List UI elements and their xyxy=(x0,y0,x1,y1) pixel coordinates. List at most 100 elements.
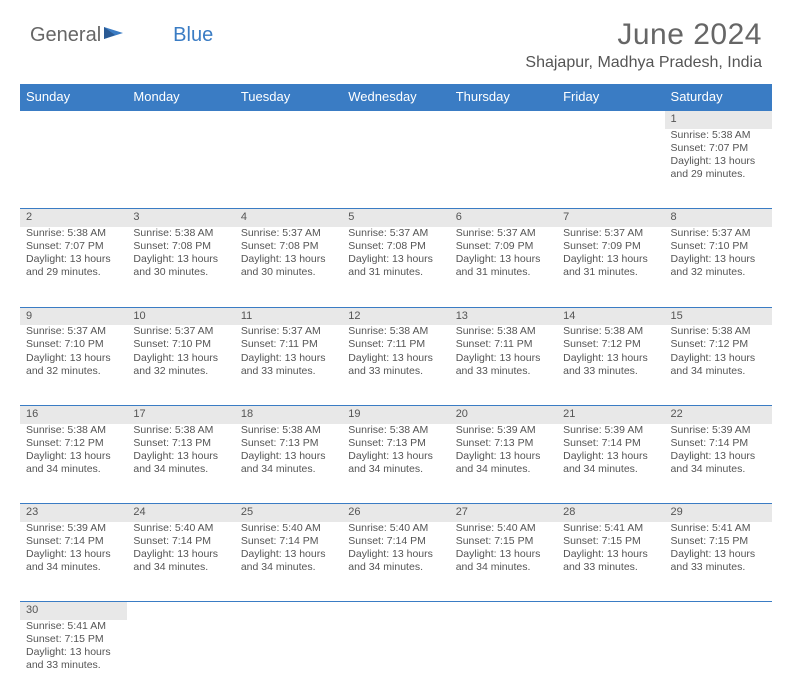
day-cell: Sunrise: 5:38 AMSunset: 7:07 PMDaylight:… xyxy=(665,129,772,209)
page-title: June 2024 xyxy=(525,18,762,52)
calendar-header-row: SundayMondayTuesdayWednesdayThursdayFrid… xyxy=(20,84,772,110)
day-cell: Sunrise: 5:38 AMSunset: 7:08 PMDaylight:… xyxy=(127,227,234,307)
day-cell: Sunrise: 5:37 AMSunset: 7:10 PMDaylight:… xyxy=(20,325,127,405)
daylight-line: Daylight: 13 hours and 33 minutes. xyxy=(671,548,766,574)
daylight-line: Daylight: 13 hours and 33 minutes. xyxy=(563,548,658,574)
daynum-row: 9101112131415 xyxy=(20,307,772,325)
day-number: 13 xyxy=(450,307,557,325)
sunrise-line: Sunrise: 5:39 AM xyxy=(26,522,121,535)
day-number: 10 xyxy=(127,307,234,325)
logo: General Blue xyxy=(30,24,213,47)
sunrise-line: Sunrise: 5:40 AM xyxy=(241,522,336,535)
day-number: 28 xyxy=(557,504,664,522)
sunrise-line: Sunrise: 5:38 AM xyxy=(671,129,766,142)
sunrise-line: Sunrise: 5:39 AM xyxy=(671,424,766,437)
day-cell: Sunrise: 5:40 AMSunset: 7:14 PMDaylight:… xyxy=(342,522,449,602)
sunset-line: Sunset: 7:15 PM xyxy=(26,633,121,646)
day-number xyxy=(342,602,449,620)
sunset-line: Sunset: 7:15 PM xyxy=(671,535,766,548)
day-header: Friday xyxy=(557,84,664,110)
sunset-line: Sunset: 7:10 PM xyxy=(26,338,121,351)
day-cell: Sunrise: 5:38 AMSunset: 7:12 PMDaylight:… xyxy=(665,325,772,405)
day-number xyxy=(235,602,342,620)
day-cell: Sunrise: 5:37 AMSunset: 7:08 PMDaylight:… xyxy=(342,227,449,307)
day-number: 15 xyxy=(665,307,772,325)
sunrise-line: Sunrise: 5:37 AM xyxy=(26,325,121,338)
day-cell: Sunrise: 5:37 AMSunset: 7:08 PMDaylight:… xyxy=(235,227,342,307)
day-number: 25 xyxy=(235,504,342,522)
daylight-line: Daylight: 13 hours and 33 minutes. xyxy=(241,352,336,378)
day-cell xyxy=(450,620,557,700)
day-cell xyxy=(342,620,449,700)
sunrise-line: Sunrise: 5:38 AM xyxy=(26,424,121,437)
day-number: 2 xyxy=(20,209,127,227)
sunrise-line: Sunrise: 5:37 AM xyxy=(563,227,658,240)
daylight-line: Daylight: 13 hours and 31 minutes. xyxy=(456,253,551,279)
day-cell: Sunrise: 5:38 AMSunset: 7:13 PMDaylight:… xyxy=(342,424,449,504)
day-number xyxy=(557,602,664,620)
day-number xyxy=(235,110,342,129)
sunrise-line: Sunrise: 5:37 AM xyxy=(133,325,228,338)
detail-row: Sunrise: 5:38 AMSunset: 7:12 PMDaylight:… xyxy=(20,424,772,504)
day-number: 12 xyxy=(342,307,449,325)
day-number: 9 xyxy=(20,307,127,325)
daylight-line: Daylight: 13 hours and 29 minutes. xyxy=(26,253,121,279)
sunrise-line: Sunrise: 5:38 AM xyxy=(348,424,443,437)
sunset-line: Sunset: 7:12 PM xyxy=(26,437,121,450)
day-header: Wednesday xyxy=(342,84,449,110)
day-cell xyxy=(450,129,557,209)
day-cell xyxy=(557,129,664,209)
day-cell: Sunrise: 5:39 AMSunset: 7:13 PMDaylight:… xyxy=(450,424,557,504)
sunrise-line: Sunrise: 5:40 AM xyxy=(133,522,228,535)
detail-row: Sunrise: 5:38 AMSunset: 7:07 PMDaylight:… xyxy=(20,129,772,209)
daylight-line: Daylight: 13 hours and 34 minutes. xyxy=(671,352,766,378)
daylight-line: Daylight: 13 hours and 31 minutes. xyxy=(348,253,443,279)
day-cell xyxy=(235,620,342,700)
day-number: 8 xyxy=(665,209,772,227)
day-cell: Sunrise: 5:37 AMSunset: 7:10 PMDaylight:… xyxy=(665,227,772,307)
sunset-line: Sunset: 7:08 PM xyxy=(133,240,228,253)
sunrise-line: Sunrise: 5:37 AM xyxy=(241,227,336,240)
day-header: Thursday xyxy=(450,84,557,110)
sunrise-line: Sunrise: 5:37 AM xyxy=(671,227,766,240)
daylight-line: Daylight: 13 hours and 32 minutes. xyxy=(26,352,121,378)
sunset-line: Sunset: 7:10 PM xyxy=(671,240,766,253)
day-number xyxy=(450,110,557,129)
sunset-line: Sunset: 7:14 PM xyxy=(671,437,766,450)
daylight-line: Daylight: 13 hours and 29 minutes. xyxy=(671,155,766,181)
day-number: 17 xyxy=(127,405,234,423)
sunrise-line: Sunrise: 5:37 AM xyxy=(348,227,443,240)
sunset-line: Sunset: 7:11 PM xyxy=(241,338,336,351)
sunrise-line: Sunrise: 5:38 AM xyxy=(133,424,228,437)
sunrise-line: Sunrise: 5:38 AM xyxy=(456,325,551,338)
day-cell: Sunrise: 5:37 AMSunset: 7:11 PMDaylight:… xyxy=(235,325,342,405)
day-cell xyxy=(235,129,342,209)
daylight-line: Daylight: 13 hours and 34 minutes. xyxy=(563,450,658,476)
daylight-line: Daylight: 13 hours and 34 minutes. xyxy=(456,450,551,476)
daylight-line: Daylight: 13 hours and 34 minutes. xyxy=(456,548,551,574)
day-cell: Sunrise: 5:41 AMSunset: 7:15 PMDaylight:… xyxy=(557,522,664,602)
day-number: 27 xyxy=(450,504,557,522)
sunrise-line: Sunrise: 5:41 AM xyxy=(26,620,121,633)
day-cell: Sunrise: 5:41 AMSunset: 7:15 PMDaylight:… xyxy=(20,620,127,700)
daylight-line: Daylight: 13 hours and 34 minutes. xyxy=(26,450,121,476)
day-number: 18 xyxy=(235,405,342,423)
sunrise-line: Sunrise: 5:40 AM xyxy=(348,522,443,535)
sunset-line: Sunset: 7:11 PM xyxy=(348,338,443,351)
daylight-line: Daylight: 13 hours and 31 minutes. xyxy=(563,253,658,279)
day-cell: Sunrise: 5:41 AMSunset: 7:15 PMDaylight:… xyxy=(665,522,772,602)
day-number: 7 xyxy=(557,209,664,227)
daynum-row: 2345678 xyxy=(20,209,772,227)
sunrise-line: Sunrise: 5:38 AM xyxy=(671,325,766,338)
day-number: 16 xyxy=(20,405,127,423)
daylight-line: Daylight: 13 hours and 34 minutes. xyxy=(26,548,121,574)
day-number xyxy=(127,602,234,620)
day-cell: Sunrise: 5:40 AMSunset: 7:14 PMDaylight:… xyxy=(235,522,342,602)
sunrise-line: Sunrise: 5:37 AM xyxy=(456,227,551,240)
daylight-line: Daylight: 13 hours and 34 minutes. xyxy=(241,548,336,574)
day-number: 21 xyxy=(557,405,664,423)
sunset-line: Sunset: 7:15 PM xyxy=(563,535,658,548)
day-cell: Sunrise: 5:38 AMSunset: 7:13 PMDaylight:… xyxy=(127,424,234,504)
detail-row: Sunrise: 5:38 AMSunset: 7:07 PMDaylight:… xyxy=(20,227,772,307)
sunset-line: Sunset: 7:10 PM xyxy=(133,338,228,351)
